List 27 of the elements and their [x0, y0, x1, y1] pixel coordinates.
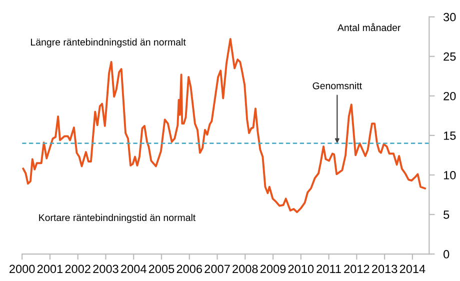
x-tick-label: 2011 — [316, 264, 341, 274]
x-tick-label: 2008 — [232, 264, 258, 274]
y-tick-label: 25 — [444, 52, 456, 61]
x-tick-label: 2009 — [260, 264, 286, 274]
y-axis-title: Antal månader — [337, 23, 401, 32]
x-tick-label: 2014 — [400, 264, 426, 274]
x-tick-label: 2003 — [93, 264, 118, 274]
line-series — [22, 38, 426, 214]
y-tick-label: 30 — [444, 12, 456, 22]
x-tick-label: 2010 — [288, 264, 314, 274]
x-tick-label: 2005 — [148, 264, 174, 274]
annotation: Längre räntebindningstid än normalt — [31, 38, 186, 48]
x-tick-label: 2013 — [372, 264, 398, 274]
x-tick-label: 2004 — [121, 264, 146, 274]
annotation: Genomsnitt — [312, 82, 362, 90]
annotation: Kortare räntebindningstid än normalt — [39, 214, 196, 223]
y-tick-label: 15 — [444, 132, 456, 140]
y-tick-label: 5 — [444, 210, 450, 219]
x-tick-label: 2012 — [344, 264, 370, 274]
x-tick-label: 2000 — [10, 264, 35, 274]
y-tick-label: 0 — [444, 250, 450, 258]
x-tick-label: 2006 — [176, 264, 202, 274]
x-tick-label: 2007 — [204, 264, 230, 274]
x-tick-label: 2002 — [65, 264, 90, 274]
y-tick-label: 10 — [444, 171, 456, 180]
y-tick-label: 20 — [444, 92, 456, 100]
x-tick-label: 2001 — [37, 264, 63, 274]
